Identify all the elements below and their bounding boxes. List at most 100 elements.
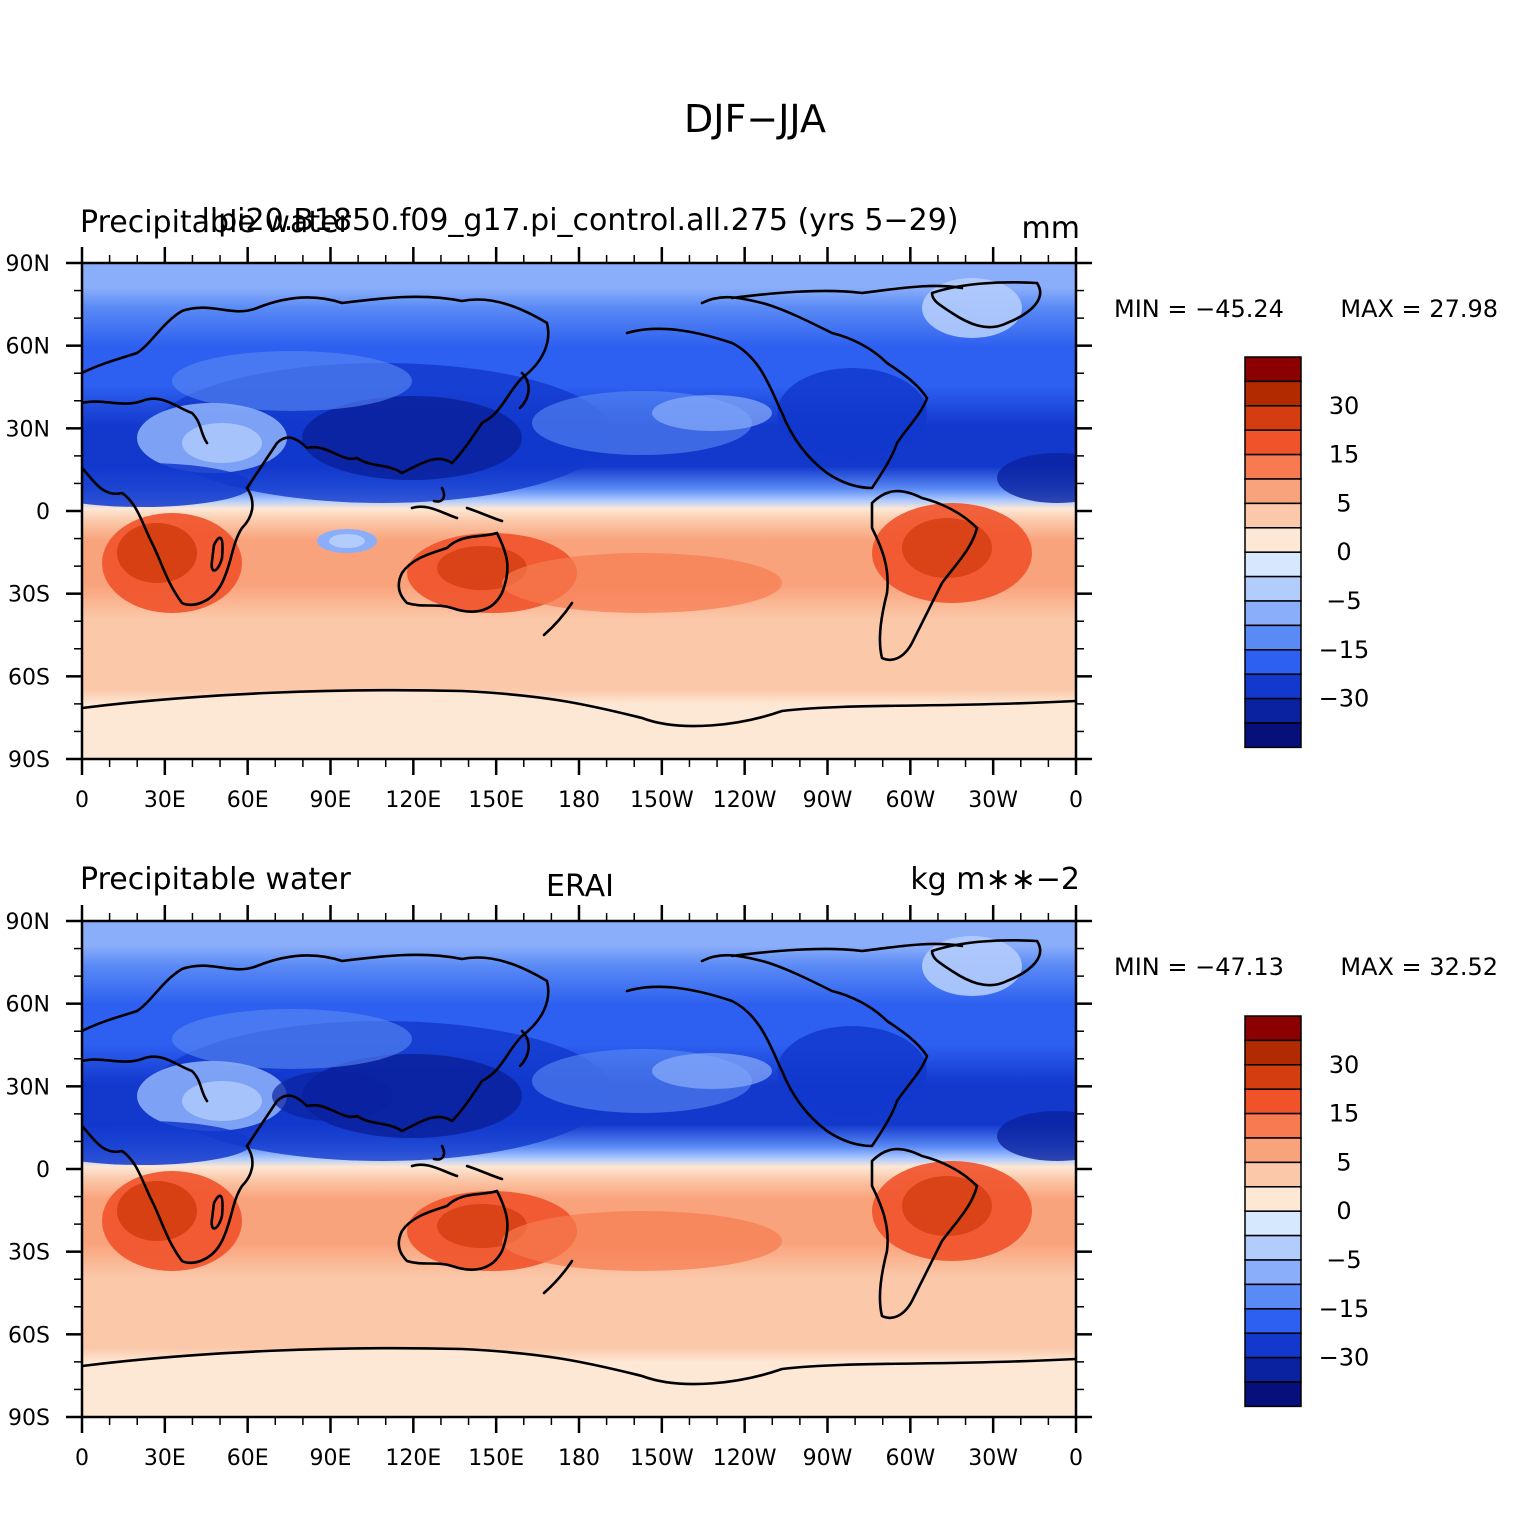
lon-tick-label: 150W	[630, 788, 694, 813]
colorbar-swatch	[1244, 1015, 1302, 1042]
lon-tick-label: 0	[1069, 788, 1083, 813]
lon-tick-label: 60E	[227, 788, 269, 813]
colorbar-swatch	[1244, 356, 1302, 383]
lon-tick-label: 180	[558, 1446, 600, 1471]
colorbar-swatch	[1244, 380, 1302, 407]
lat-tick-group: 90N 60N 30N 0 30S 60S 90S	[6, 910, 1092, 1431]
colorbar-label: −30	[1319, 685, 1370, 713]
colorbar-swatch	[1244, 527, 1302, 553]
lon-tick-group: 0 30E 60E 90E 120E 150E 180 150W 120W 90W 60W 30W 0	[75, 905, 1083, 1471]
lat-tick-label: 60N	[6, 335, 50, 360]
colorbar-label: 5	[1336, 1148, 1351, 1176]
panel-units: kg m∗∗−2	[910, 862, 1080, 897]
max-label: MAX = 27.98	[1340, 295, 1498, 323]
map-field: 90N 60N 30N 0 30S 60S 90S 0 30E 60E 90E 120E 150E 18…	[6, 247, 1092, 813]
lon-tick-label: 90E	[310, 1446, 352, 1471]
colorbar-swatch	[1244, 1137, 1302, 1164]
lon-tick-label: 120W	[713, 1446, 777, 1471]
colorbar-label: 15	[1329, 1100, 1360, 1128]
lon-tick-label: 60E	[227, 1446, 269, 1471]
lat-tick-label: 90S	[8, 748, 50, 773]
lat-tick-label: 30N	[6, 417, 50, 442]
lon-tick-label: 60W	[885, 788, 935, 813]
colorbar-swatch	[1244, 405, 1302, 431]
lon-tick-label: 120E	[385, 788, 441, 813]
lat-tick-label: 90N	[6, 910, 50, 935]
colorbar-swatch	[1244, 1283, 1302, 1310]
lon-tick-label: 120E	[385, 1446, 441, 1471]
colorbar-swatch	[1244, 1356, 1302, 1383]
colorbar-swatch	[1244, 1210, 1302, 1237]
lon-tick-label: 90W	[803, 788, 853, 813]
min-label: MIN = −47.13	[1114, 953, 1284, 981]
colorbar-label: −5	[1326, 1246, 1361, 1274]
lat-tick-label: 60S	[8, 665, 50, 690]
lat-tick-label: 90S	[8, 1406, 50, 1431]
panel-model: Precipitable water lipi20.B1850.f09_g17.…	[6, 203, 1498, 813]
colorbar-label: −30	[1319, 1344, 1370, 1372]
lon-tick-label: 120W	[713, 788, 777, 813]
colorbar-swatch	[1244, 1308, 1302, 1334]
lon-tick-label: 30W	[968, 1446, 1018, 1471]
lon-tick-label: 150E	[468, 788, 524, 813]
lon-tick-label: 0	[75, 1446, 89, 1471]
panel-units: mm	[1022, 211, 1080, 246]
colorbar-swatch	[1244, 673, 1302, 700]
panel-erai: Precipitable water ERAI kg m∗∗−2 90N 60N 3…	[6, 862, 1498, 1471]
panel-left-title: Precipitable water	[80, 862, 352, 897]
lon-tick-label: 0	[1069, 1446, 1083, 1471]
colorbar-swatch	[1244, 1332, 1302, 1359]
colorbar-swatch	[1244, 649, 1302, 675]
colorbar-label: 0	[1336, 538, 1351, 566]
lon-tick-label: 150E	[468, 1446, 524, 1471]
colorbar-label: 0	[1336, 1197, 1351, 1225]
lon-tick-label: 90E	[310, 788, 352, 813]
figure-title: DJF−JJA	[684, 97, 826, 141]
colorbar-swatch	[1244, 722, 1302, 749]
colorbar-swatch	[1244, 453, 1302, 480]
lat-tick-label: 0	[36, 1158, 50, 1183]
lat-tick-label: 30S	[8, 1241, 50, 1266]
lon-tick-label: 30W	[968, 788, 1018, 813]
colorbar-swatch	[1244, 429, 1302, 456]
colorbar: 30 15 5 0 −5 −15 −30	[1244, 1015, 1370, 1408]
colorbar-swatch	[1244, 1259, 1302, 1286]
lon-tick-label: 180	[558, 788, 600, 813]
lat-tick-label: 0	[36, 500, 50, 525]
colorbar-swatch	[1244, 1064, 1302, 1090]
lat-tick-label: 30N	[6, 1075, 50, 1100]
lat-tick-label: 90N	[6, 252, 50, 277]
colorbar-swatch	[1244, 624, 1302, 651]
lon-tick-label: 0	[75, 788, 89, 813]
lat-tick-label: 60S	[8, 1323, 50, 1348]
max-label: MAX = 32.52	[1340, 953, 1498, 981]
lon-tick-label: 30E	[144, 1446, 186, 1471]
colorbar-label: 15	[1329, 441, 1360, 469]
colorbar-label: 5	[1336, 489, 1351, 517]
colorbar-swatch	[1244, 697, 1302, 724]
colorbar-swatch	[1244, 1088, 1302, 1115]
map-field: 90N 60N 30N 0 30S 60S 90S 0 30E 60E 90E 120E 150E 18…	[6, 905, 1092, 1471]
colorbar-swatch	[1244, 1381, 1302, 1408]
lat-tick-label: 30S	[8, 583, 50, 608]
colorbar-label: −15	[1319, 636, 1370, 664]
colorbar-swatch	[1244, 575, 1302, 602]
lat-tick-label: 60N	[6, 993, 50, 1018]
colorbar-swatch	[1244, 1161, 1302, 1188]
lon-tick-label: 60W	[885, 1446, 935, 1471]
lon-tick-label: 150W	[630, 1446, 694, 1471]
colorbar-swatch	[1244, 1039, 1302, 1066]
lon-tick-group: 0 30E 60E 90E 120E 150E 180 150W 120W 90W 60W 30W 0	[75, 247, 1083, 813]
colorbar-swatch	[1244, 551, 1302, 578]
min-label: MIN = −45.24	[1114, 295, 1284, 323]
panel-left-title: Precipitable water	[80, 205, 352, 240]
colorbar-swatch	[1244, 1112, 1302, 1139]
colorbar: 30 15 5 0 −5 −15 −30	[1244, 356, 1370, 749]
panel-center-title: ERAI	[546, 869, 614, 904]
colorbar-swatch	[1244, 1234, 1302, 1261]
colorbar-label: 30	[1329, 1051, 1360, 1079]
colorbar-swatch	[1244, 502, 1302, 529]
colorbar-swatch	[1244, 600, 1302, 627]
lon-tick-label: 30E	[144, 788, 186, 813]
